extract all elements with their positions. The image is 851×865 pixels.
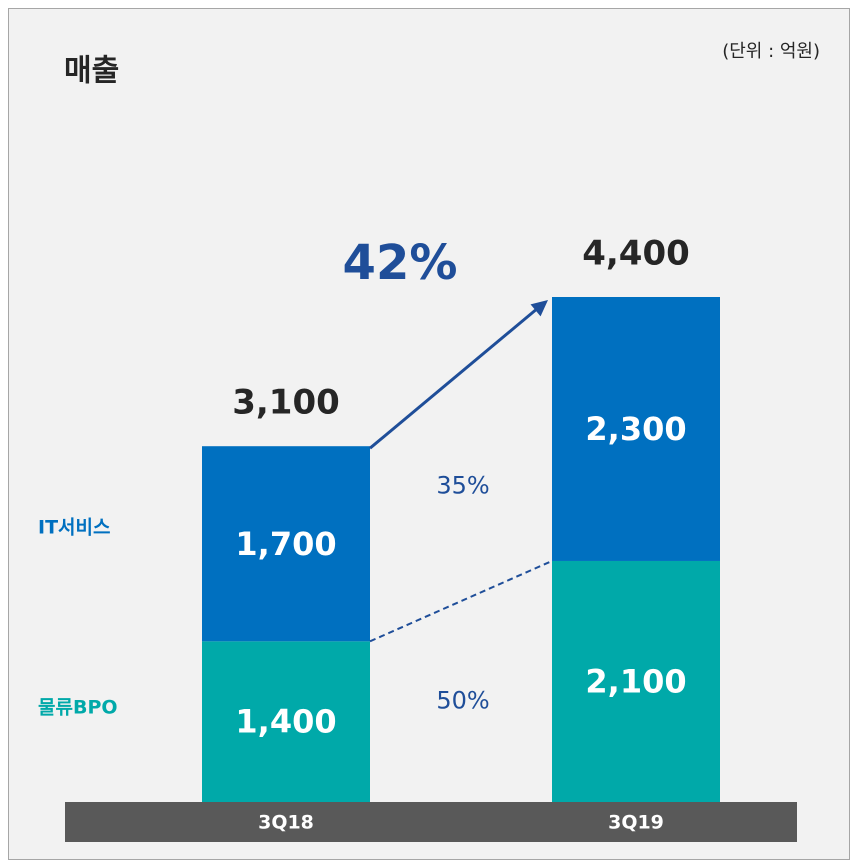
growth-label: 50% bbox=[436, 687, 489, 715]
value-label: 1,400 bbox=[235, 703, 336, 741]
bar-segment bbox=[202, 446, 370, 642]
total-label: 4,400 bbox=[582, 234, 690, 274]
axis-band bbox=[65, 802, 797, 842]
frame bbox=[8, 8, 850, 860]
chart-title: 매출 bbox=[64, 54, 119, 89]
bar-segment bbox=[202, 641, 370, 802]
value-label: 1,700 bbox=[235, 525, 336, 563]
x-tick-label: 3Q19 bbox=[608, 812, 664, 834]
total-label: 3,100 bbox=[232, 383, 340, 423]
growth-label: 35% bbox=[436, 471, 489, 499]
bar-segment bbox=[552, 297, 720, 561]
value-label: 2,100 bbox=[585, 662, 686, 700]
legend-label: 물류BPO bbox=[38, 697, 118, 719]
value-label: 2,300 bbox=[585, 410, 686, 448]
total-growth-label: 42% bbox=[343, 235, 458, 291]
growth-arrow bbox=[369, 306, 539, 450]
x-tick-label: 3Q18 bbox=[258, 812, 314, 834]
arrow-head bbox=[530, 300, 548, 317]
unit-note: (단위 : 억원) bbox=[722, 41, 820, 62]
bar-segment bbox=[552, 560, 720, 802]
connector-dashed bbox=[369, 560, 553, 643]
legend-label: IT서비스 bbox=[38, 517, 110, 539]
